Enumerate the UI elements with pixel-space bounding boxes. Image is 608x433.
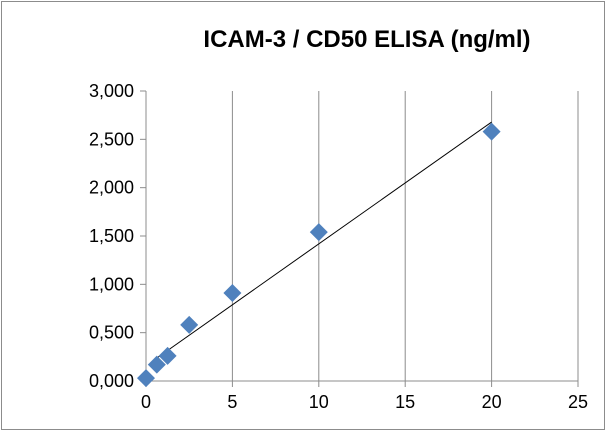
y-tick-label-6: 3,000 <box>89 81 134 101</box>
grid-lines <box>231 91 579 381</box>
x-tick-label-0: 0 <box>141 392 151 412</box>
data-point-1 <box>147 355 166 374</box>
x-tick-label-2: 10 <box>309 392 329 412</box>
chart-title: ICAM-3 / CD50 ELISA (ng/ml) <box>203 26 530 53</box>
x-tick-labels: 0 5 10 15 20 25 <box>141 392 588 412</box>
y-tick-label-3: 1,500 <box>89 226 134 246</box>
data-point-4 <box>223 284 242 303</box>
axes <box>140 90 579 387</box>
x-tick-label-5: 25 <box>568 392 588 412</box>
data-point-3 <box>180 315 199 334</box>
y-tick-label-1: 0,500 <box>89 323 134 343</box>
y-tick-label-2: 1,000 <box>89 274 134 294</box>
data-point-6 <box>482 122 501 141</box>
x-tick-label-4: 20 <box>482 392 502 412</box>
y-tick-label-5: 2,500 <box>89 129 134 149</box>
data-point-2 <box>158 346 177 365</box>
y-tick-label-4: 2,000 <box>89 178 134 198</box>
x-tick-label-1: 5 <box>227 392 237 412</box>
y-tick-label-0: 0,000 <box>89 371 134 391</box>
data-point-0 <box>137 369 155 388</box>
y-tick-labels: 0,000 0,500 1,000 1,500 2,000 2,500 3,000 <box>89 81 134 391</box>
data-point-5 <box>309 223 328 242</box>
data-points <box>137 122 501 388</box>
trendline <box>154 121 492 361</box>
x-tick-label-3: 15 <box>395 392 415 412</box>
trendline-group <box>154 121 492 361</box>
